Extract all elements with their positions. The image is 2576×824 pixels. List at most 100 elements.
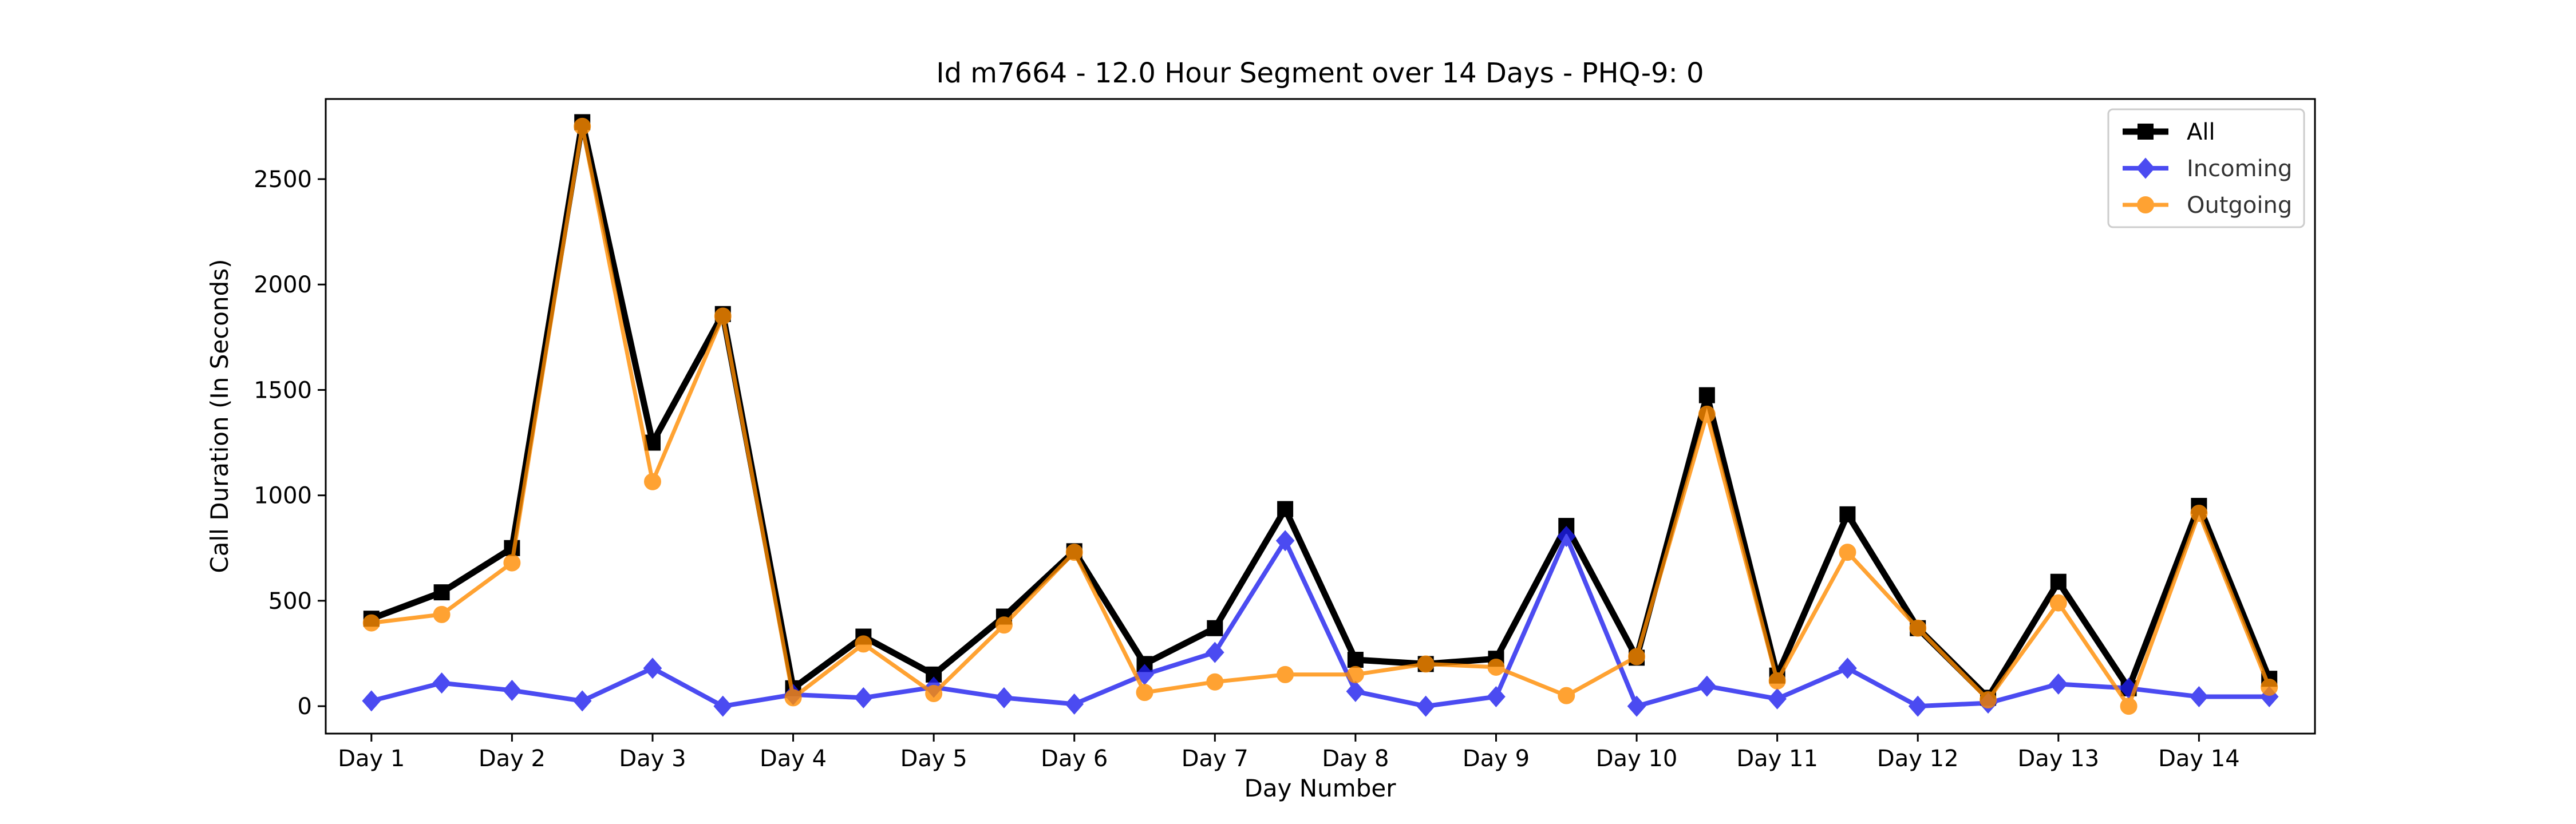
data-point-incoming <box>1556 525 1576 548</box>
legend-item-incoming: Incoming <box>2123 156 2292 182</box>
data-point-incoming <box>1275 530 1295 552</box>
data-point-all <box>1839 506 1856 522</box>
y-tick-label: 2500 <box>254 167 312 193</box>
legend-marker-incoming <box>2136 157 2155 179</box>
data-point-incoming <box>1346 680 1365 702</box>
data-point-outgoing <box>1628 648 1646 665</box>
data-point-outgoing <box>1698 405 1716 423</box>
data-point-all <box>1347 652 1364 668</box>
x-tick-label: Day 3 <box>619 746 686 772</box>
data-point-outgoing <box>503 554 521 572</box>
data-point-incoming <box>1768 688 1787 710</box>
data-point-incoming <box>1697 675 1717 697</box>
data-point-outgoing <box>1909 619 1927 637</box>
legend-item-all: All <box>2123 119 2215 145</box>
data-point-outgoing <box>784 689 802 707</box>
plot-area: 0 500 1000 1500 2000 2500 Day 1 Day 2 Day 3 Day … <box>254 98 2316 772</box>
data-point-outgoing <box>1487 658 1505 676</box>
data-point-all <box>2050 573 2067 590</box>
plot-frame <box>325 98 2316 735</box>
y-tick-label: 0 <box>298 694 312 720</box>
data-point-outgoing <box>1417 655 1435 673</box>
data-point-all <box>433 584 450 601</box>
x-tick-label: Day 2 <box>479 746 546 772</box>
data-point-outgoing <box>2049 594 2067 612</box>
x-tick-label: Day 7 <box>1182 746 1249 772</box>
data-point-incoming <box>713 695 733 717</box>
series-outgoing <box>362 117 2278 715</box>
data-point-all <box>1207 620 1223 636</box>
data-point-outgoing <box>1839 544 1856 561</box>
data-point-incoming <box>1487 686 1506 708</box>
x-tick-label: Day 12 <box>1877 746 1959 772</box>
x-tick-label: Day 11 <box>1736 746 1818 772</box>
y-axis-label: Call Duration (In Seconds) <box>206 259 234 573</box>
data-point-incoming <box>572 690 592 712</box>
data-point-outgoing <box>643 473 661 490</box>
x-tick-label: Day 9 <box>1463 746 1530 772</box>
data-point-incoming <box>2190 686 2208 708</box>
x-tick-label: Day 10 <box>1596 746 1678 772</box>
data-point-outgoing <box>1768 672 1786 690</box>
legend-items: All Incoming Outgoing <box>2123 119 2292 219</box>
data-point-incoming <box>362 690 381 712</box>
data-point-outgoing <box>1277 665 1294 683</box>
data-point-incoming <box>2049 673 2068 695</box>
y-axis-ticks: 0 500 1000 1500 2000 2500 <box>254 167 326 720</box>
data-point-outgoing <box>433 605 451 623</box>
data-point-incoming <box>1627 695 1646 717</box>
data-point-outgoing <box>995 616 1013 634</box>
series-line-incoming <box>370 534 2270 709</box>
legend-box <box>2107 108 2305 228</box>
legend-label: All <box>2187 119 2215 145</box>
series-line-outgoing <box>371 124 2271 708</box>
data-point-outgoing <box>1065 544 1083 561</box>
y-tick-label: 1500 <box>254 377 312 403</box>
data-point-outgoing <box>714 307 732 325</box>
data-point-outgoing <box>2120 698 2138 715</box>
legend-item-outgoing: Outgoing <box>2123 192 2292 219</box>
data-point-all <box>1698 387 1715 403</box>
x-tick-label: Day 14 <box>2158 746 2240 772</box>
x-axis-ticks: Day 1 Day 2 Day 3 Day 4 Day 5 Day 6 Day 7 Day 8… <box>338 734 2240 772</box>
chart-title: Id m7664 - 12.0 Hour Segment over 14 Day… <box>936 57 1704 89</box>
data-point-outgoing <box>925 684 943 702</box>
data-point-incoming <box>432 672 451 694</box>
data-point-outgoing <box>2190 504 2208 522</box>
data-point-incoming <box>503 679 521 701</box>
x-tick-label: Day 4 <box>760 746 827 772</box>
data-point-incoming <box>1838 657 1857 679</box>
legend-label: Incoming <box>2187 156 2292 182</box>
data-point-outgoing <box>1980 691 1997 709</box>
series-layer <box>362 114 2279 717</box>
legend-label: Outgoing <box>2187 192 2292 219</box>
x-tick-label: Day 5 <box>900 746 967 772</box>
data-point-incoming <box>1416 695 1436 717</box>
data-point-outgoing <box>362 614 380 632</box>
data-point-incoming <box>643 657 662 679</box>
x-axis-label: Day Number <box>1244 774 1396 802</box>
series-incoming <box>362 525 2279 717</box>
data-point-outgoing <box>1136 684 1153 702</box>
y-tick-label: 500 <box>268 588 312 615</box>
x-tick-label: Day 1 <box>338 746 405 772</box>
legend-marker-all <box>2138 124 2154 140</box>
data-point-outgoing <box>1346 665 1364 683</box>
data-point-incoming <box>994 687 1014 708</box>
data-point-incoming <box>1908 695 1927 717</box>
data-point-outgoing <box>1206 673 1224 691</box>
y-tick-label: 2000 <box>254 272 312 298</box>
y-tick-label: 1000 <box>254 483 312 509</box>
data-point-outgoing <box>574 117 591 135</box>
legend: All Incoming Outgoing <box>2107 108 2305 228</box>
legend-marker-outgoing <box>2137 196 2154 213</box>
data-point-incoming <box>1065 693 1084 715</box>
x-tick-label: Day 13 <box>2018 746 2100 772</box>
data-point-outgoing <box>2261 678 2278 696</box>
data-point-incoming <box>1205 641 1224 663</box>
x-tick-label: Day 6 <box>1041 746 1108 772</box>
data-point-all <box>1277 501 1294 517</box>
data-point-outgoing <box>1558 687 1575 704</box>
data-point-outgoing <box>855 635 872 653</box>
